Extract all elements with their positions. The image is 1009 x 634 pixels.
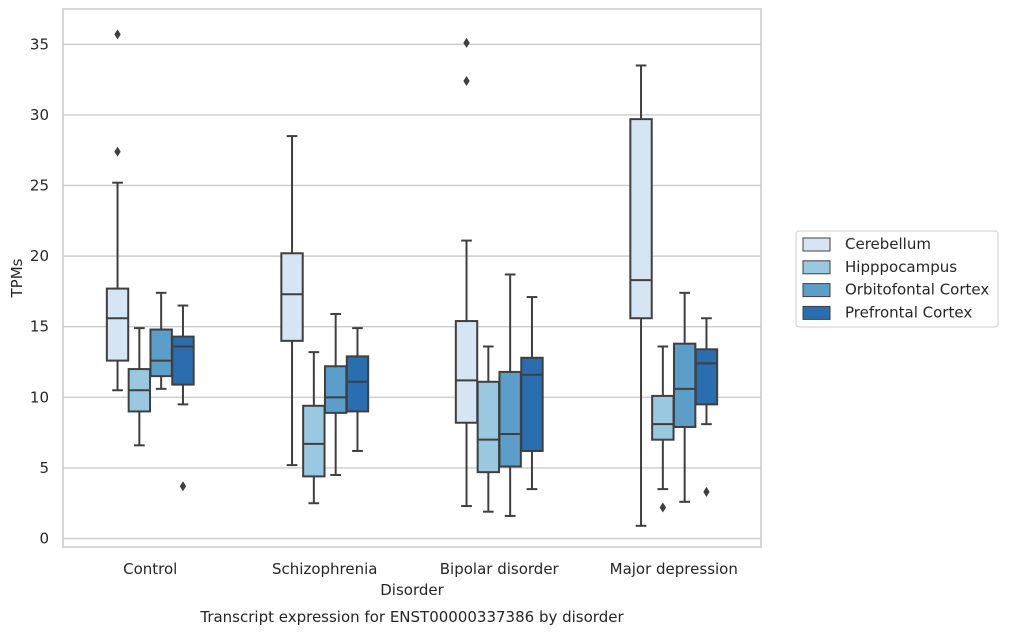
y-tick-label: 20 xyxy=(30,247,49,265)
x-tick-label: Bipolar disorder xyxy=(440,560,560,578)
y-axis-title: TPMs xyxy=(8,258,26,298)
x-tick-label: Schizophrenia xyxy=(272,560,377,578)
chart-caption: Transcript expression for ENST0000033738… xyxy=(199,608,624,626)
box-bipolar-disorder xyxy=(454,37,479,508)
box-body xyxy=(302,404,326,478)
y-tick-label: 5 xyxy=(39,459,49,477)
outlier-point xyxy=(703,486,710,497)
series-hipppocampus xyxy=(127,327,675,513)
outlier-point xyxy=(114,146,121,157)
series-prefrontal-cortex xyxy=(171,296,719,497)
legend: Cerebellum Hipppocampus Orbitofontal Corte… xyxy=(795,230,999,328)
box-control xyxy=(127,327,152,447)
x-axis-title: Disorder xyxy=(380,581,444,599)
legend-item: Orbitofontal Cortex xyxy=(802,281,989,299)
legend-swatch xyxy=(802,260,831,275)
box-body xyxy=(345,355,370,413)
series-cerebellum xyxy=(105,29,653,527)
y-tick-label: 25 xyxy=(30,177,49,195)
box-body xyxy=(672,342,697,428)
y-tick-label: 0 xyxy=(39,530,49,548)
outlier-point xyxy=(179,481,187,492)
box-body xyxy=(520,356,544,452)
legend-swatch xyxy=(802,305,831,320)
box-schizophrenia xyxy=(345,327,370,452)
box-body xyxy=(323,365,348,414)
series-orbitofontal-cortex xyxy=(149,273,697,517)
box-body xyxy=(651,394,675,441)
legend-label: Cerebellum xyxy=(845,235,931,253)
box-control xyxy=(149,291,173,390)
y-tick-label: 35 xyxy=(30,35,49,53)
box-schizophrenia xyxy=(302,351,326,505)
legend-item: Hipppocampus xyxy=(802,258,957,276)
legend-label: Hipppocampus xyxy=(845,258,957,276)
box-body xyxy=(105,287,130,362)
box-bipolar-disorder xyxy=(498,273,522,517)
legend-swatch xyxy=(802,283,831,298)
box-schizophrenia xyxy=(280,135,304,467)
y-axis-ticks: 0 5 10 15 20 25 30 35 xyxy=(30,35,49,547)
box-major-depression xyxy=(694,317,719,497)
x-tick-label: Major depression xyxy=(610,560,738,578)
box-control xyxy=(105,29,130,392)
box-major-depression xyxy=(672,291,697,503)
box-schizophrenia xyxy=(323,313,348,476)
legend-item: Prefrontal Cortex xyxy=(802,303,972,321)
box-major-depression xyxy=(651,345,675,513)
legend-label: Prefrontal Cortex xyxy=(845,303,972,321)
box-control xyxy=(171,304,195,492)
gridlines xyxy=(63,43,761,540)
box-body xyxy=(149,328,173,378)
legend-swatch xyxy=(802,237,831,252)
x-axis-ticks: Control Schizophrenia Bipolar disorder Majo… xyxy=(123,560,738,578)
outlier-point xyxy=(114,29,121,40)
box-series xyxy=(105,29,719,527)
legend-label: Orbitofontal Cortex xyxy=(845,281,989,299)
box-major-depression xyxy=(629,64,653,527)
plot-frame xyxy=(62,8,762,548)
outlier-point xyxy=(463,37,470,48)
legend-frame xyxy=(795,230,999,328)
outlier-point xyxy=(463,76,470,87)
y-tick-label: 15 xyxy=(30,318,49,336)
box-body xyxy=(629,118,653,320)
outlier-point xyxy=(659,502,667,513)
box-body xyxy=(454,320,479,424)
box-body xyxy=(476,380,501,474)
y-tick-label: 30 xyxy=(30,106,49,124)
box-body xyxy=(171,335,195,386)
box-bipolar-disorder xyxy=(476,345,501,513)
legend-item: Cerebellum xyxy=(802,235,931,253)
box-body xyxy=(694,348,719,406)
box-body xyxy=(498,370,522,468)
box-bipolar-disorder xyxy=(520,296,544,491)
x-tick-label: Control xyxy=(123,560,177,578)
box-body xyxy=(280,252,304,342)
y-tick-label: 10 xyxy=(30,388,49,406)
